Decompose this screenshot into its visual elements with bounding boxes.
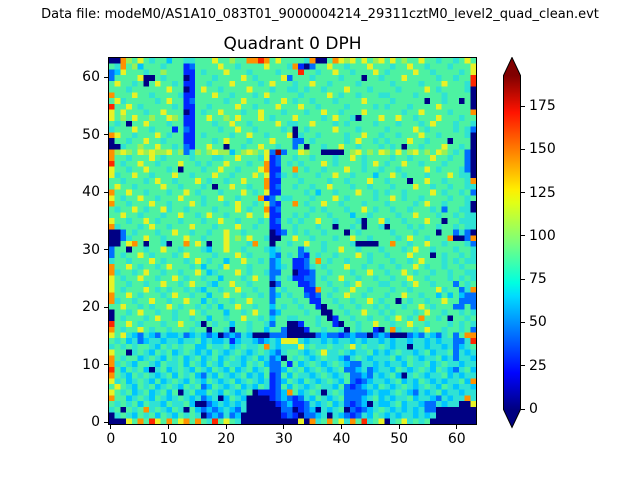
x-tick-label: 10 bbox=[159, 431, 178, 447]
x-tick-mark bbox=[168, 425, 170, 429]
colorbar-tick-mark bbox=[521, 408, 525, 410]
y-tick-label: 40 bbox=[82, 184, 100, 201]
y-tick-mark bbox=[104, 306, 108, 308]
colorbar-tick-mark bbox=[521, 321, 525, 323]
colorbar-tick-mark bbox=[521, 105, 525, 107]
x-tick-mark bbox=[110, 425, 112, 429]
colorbar-tick-label: 100 bbox=[529, 227, 556, 244]
colorbar-outline bbox=[503, 57, 521, 429]
data-file-label: Data file: modeM0/AS1A10_083T01_90000042… bbox=[41, 7, 599, 22]
colorbar-tick-mark bbox=[521, 365, 525, 367]
colorbar-tick-label: 125 bbox=[529, 184, 556, 201]
x-tick-label: 40 bbox=[332, 431, 351, 447]
x-tick-mark bbox=[398, 425, 400, 429]
colorbar-tick-mark bbox=[521, 235, 525, 237]
colorbar-tick-mark bbox=[521, 278, 525, 280]
y-tick-mark bbox=[104, 134, 108, 136]
x-tick-label: 50 bbox=[390, 431, 409, 447]
x-tick-mark bbox=[283, 425, 285, 429]
colorbar-tick-label: 0 bbox=[529, 401, 538, 417]
colorbar-tick-label: 50 bbox=[529, 314, 547, 331]
x-tick-mark bbox=[456, 425, 458, 429]
y-tick-mark bbox=[104, 249, 108, 251]
y-tick-mark bbox=[104, 76, 108, 78]
heatmap-canvas bbox=[109, 58, 476, 424]
colorbar-gradient bbox=[503, 57, 521, 429]
colorbar-tick-label: 75 bbox=[529, 271, 547, 288]
colorbar-tick-mark bbox=[521, 148, 525, 150]
x-tick-label: 0 bbox=[106, 431, 116, 447]
y-tick-mark bbox=[104, 421, 108, 423]
y-tick-mark bbox=[104, 191, 108, 193]
y-tick-mark bbox=[104, 364, 108, 366]
y-tick-label: 0 bbox=[91, 414, 100, 431]
colorbar-tick-label: 150 bbox=[529, 141, 556, 158]
y-tick-label: 50 bbox=[82, 126, 100, 143]
x-tick-label: 20 bbox=[217, 431, 236, 447]
y-tick-label: 10 bbox=[82, 356, 100, 373]
x-tick-label: 60 bbox=[447, 431, 466, 447]
y-tick-label: 60 bbox=[82, 69, 100, 86]
plot-area bbox=[108, 57, 477, 425]
y-tick-label: 20 bbox=[82, 299, 100, 316]
y-tick-label: 30 bbox=[82, 241, 100, 258]
x-tick-label: 30 bbox=[274, 431, 293, 447]
colorbar-tick-label: 25 bbox=[529, 357, 547, 374]
x-tick-mark bbox=[225, 425, 227, 429]
plot-title: Quadrant 0 DPH bbox=[223, 34, 362, 54]
colorbar-tick-mark bbox=[521, 192, 525, 194]
x-tick-mark bbox=[341, 425, 342, 429]
colorbar-tick-label: 175 bbox=[529, 98, 556, 115]
